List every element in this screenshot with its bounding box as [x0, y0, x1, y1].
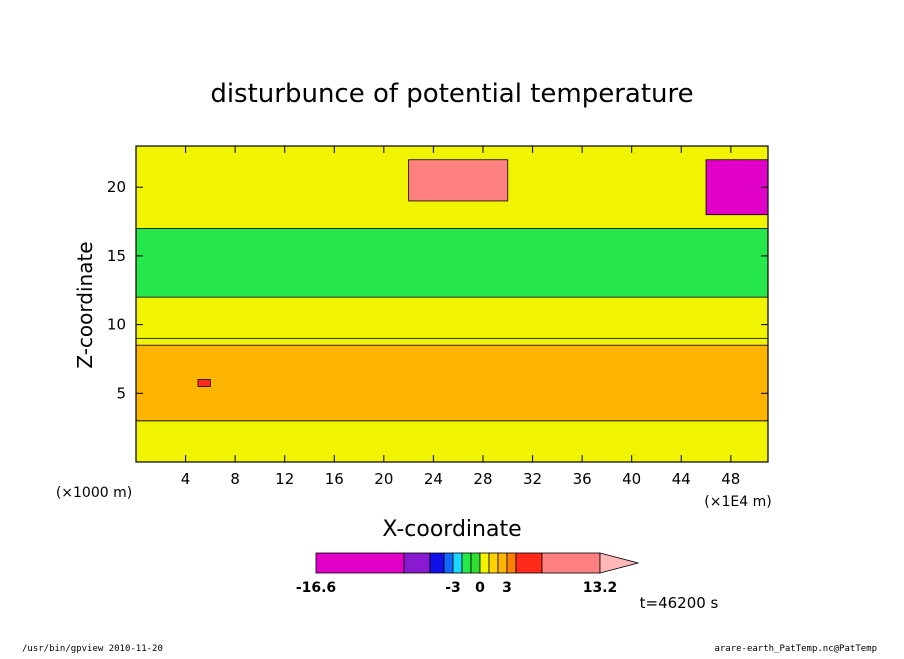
- field-region: [408, 159, 509, 202]
- colorbar-swatch: [403, 552, 431, 574]
- x-axis-label: X-coordinate: [382, 517, 521, 542]
- colorbar-max-label: 13.2: [583, 580, 618, 596]
- colorbar-tick-label: 3: [502, 580, 512, 596]
- colorbar-min-label: -16.6: [296, 580, 336, 596]
- colorbar-swatch: [506, 552, 517, 574]
- x-tick-label: 44: [672, 470, 691, 488]
- y-tick-label: 5: [116, 384, 126, 402]
- footer-right: arare-earth_PatTemp.nc@PatTemp: [714, 644, 877, 654]
- colorbar-tick-label: -3: [445, 580, 461, 596]
- x-tick-label: 28: [473, 470, 492, 488]
- field-region: [136, 228, 768, 298]
- colorbar-swatch: [443, 552, 454, 574]
- x-tick-label: 40: [622, 470, 641, 488]
- y-tick-label: 10: [107, 316, 126, 334]
- colorbar: -16.6 13.2 -3 0 3: [296, 552, 640, 596]
- x-tick-label: 16: [325, 470, 344, 488]
- colorbar-swatch: [497, 552, 508, 574]
- colorbar-swatch: [452, 552, 463, 574]
- colorbar-swatch: [515, 552, 543, 574]
- field-region: [136, 420, 768, 462]
- x-tick-label: 24: [424, 470, 443, 488]
- colorbar-swatch: [470, 552, 481, 574]
- timestamp-label: t=46200 s: [640, 594, 719, 612]
- y-tick-label: 15: [107, 247, 126, 265]
- y-tick-label: 20: [107, 178, 126, 196]
- colorbar-swatch: [479, 552, 490, 574]
- plot-area: [136, 146, 768, 462]
- colorbar-swatch: [461, 552, 472, 574]
- colorbar-swatch: [315, 552, 405, 574]
- x-tick-label: 12: [275, 470, 294, 488]
- x-tick-label: 32: [523, 470, 542, 488]
- field-region: [136, 344, 768, 422]
- colorbar-swatch: [488, 552, 499, 574]
- field-region: [136, 296, 768, 339]
- colorbar-tick-label: 0: [475, 580, 485, 596]
- chart-title: disturbunce of potential temperature: [210, 79, 693, 109]
- x-unit-label: (×1E4 m): [704, 494, 771, 510]
- y-unit-label: (×1000 m): [56, 485, 132, 501]
- colorbar-swatch: [429, 552, 445, 574]
- x-tick-label: 36: [573, 470, 592, 488]
- plot-frame: [135, 145, 769, 463]
- field-region: [197, 379, 211, 387]
- x-tick-label: 4: [181, 470, 191, 488]
- x-tick-label: 20: [374, 470, 393, 488]
- x-tick-label: 8: [230, 470, 240, 488]
- colorbar-arrow: [599, 552, 640, 574]
- field-region: [705, 159, 768, 216]
- footer-left: /usr/bin/gpview 2010-11-20: [22, 644, 163, 654]
- x-tick-label: 48: [721, 470, 740, 488]
- y-axis-label: Z-coordinate: [73, 241, 97, 368]
- colorbar-swatch: [541, 552, 601, 574]
